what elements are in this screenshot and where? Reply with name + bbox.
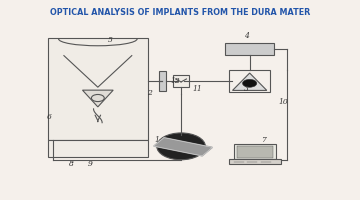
Polygon shape <box>233 73 267 90</box>
Text: 5: 5 <box>108 36 113 44</box>
Text: 8: 8 <box>69 160 73 168</box>
Polygon shape <box>82 90 113 107</box>
Bar <box>225 43 274 55</box>
Circle shape <box>243 79 257 87</box>
Text: 1: 1 <box>154 136 159 144</box>
Text: OPTICAL ANALYSIS OF IMPLANTS FROM THE DURA MATER: OPTICAL ANALYSIS OF IMPLANTS FROM THE DU… <box>50 8 310 17</box>
Text: 10: 10 <box>279 98 288 106</box>
Text: 7: 7 <box>261 136 266 144</box>
Bar <box>48 140 148 157</box>
Circle shape <box>157 133 205 160</box>
Text: 2: 2 <box>147 89 152 97</box>
Text: 4: 4 <box>244 32 248 40</box>
Text: 3: 3 <box>244 85 248 93</box>
Bar <box>48 38 148 140</box>
Text: 11: 11 <box>192 85 202 93</box>
Bar <box>158 71 166 91</box>
Bar <box>234 144 276 159</box>
Bar <box>173 75 189 87</box>
Bar <box>229 70 270 92</box>
Polygon shape <box>154 138 212 156</box>
Text: 12: 12 <box>171 77 180 85</box>
Text: 6: 6 <box>47 113 52 121</box>
Bar <box>237 146 273 158</box>
Text: 9: 9 <box>87 160 93 168</box>
Bar <box>229 159 281 164</box>
